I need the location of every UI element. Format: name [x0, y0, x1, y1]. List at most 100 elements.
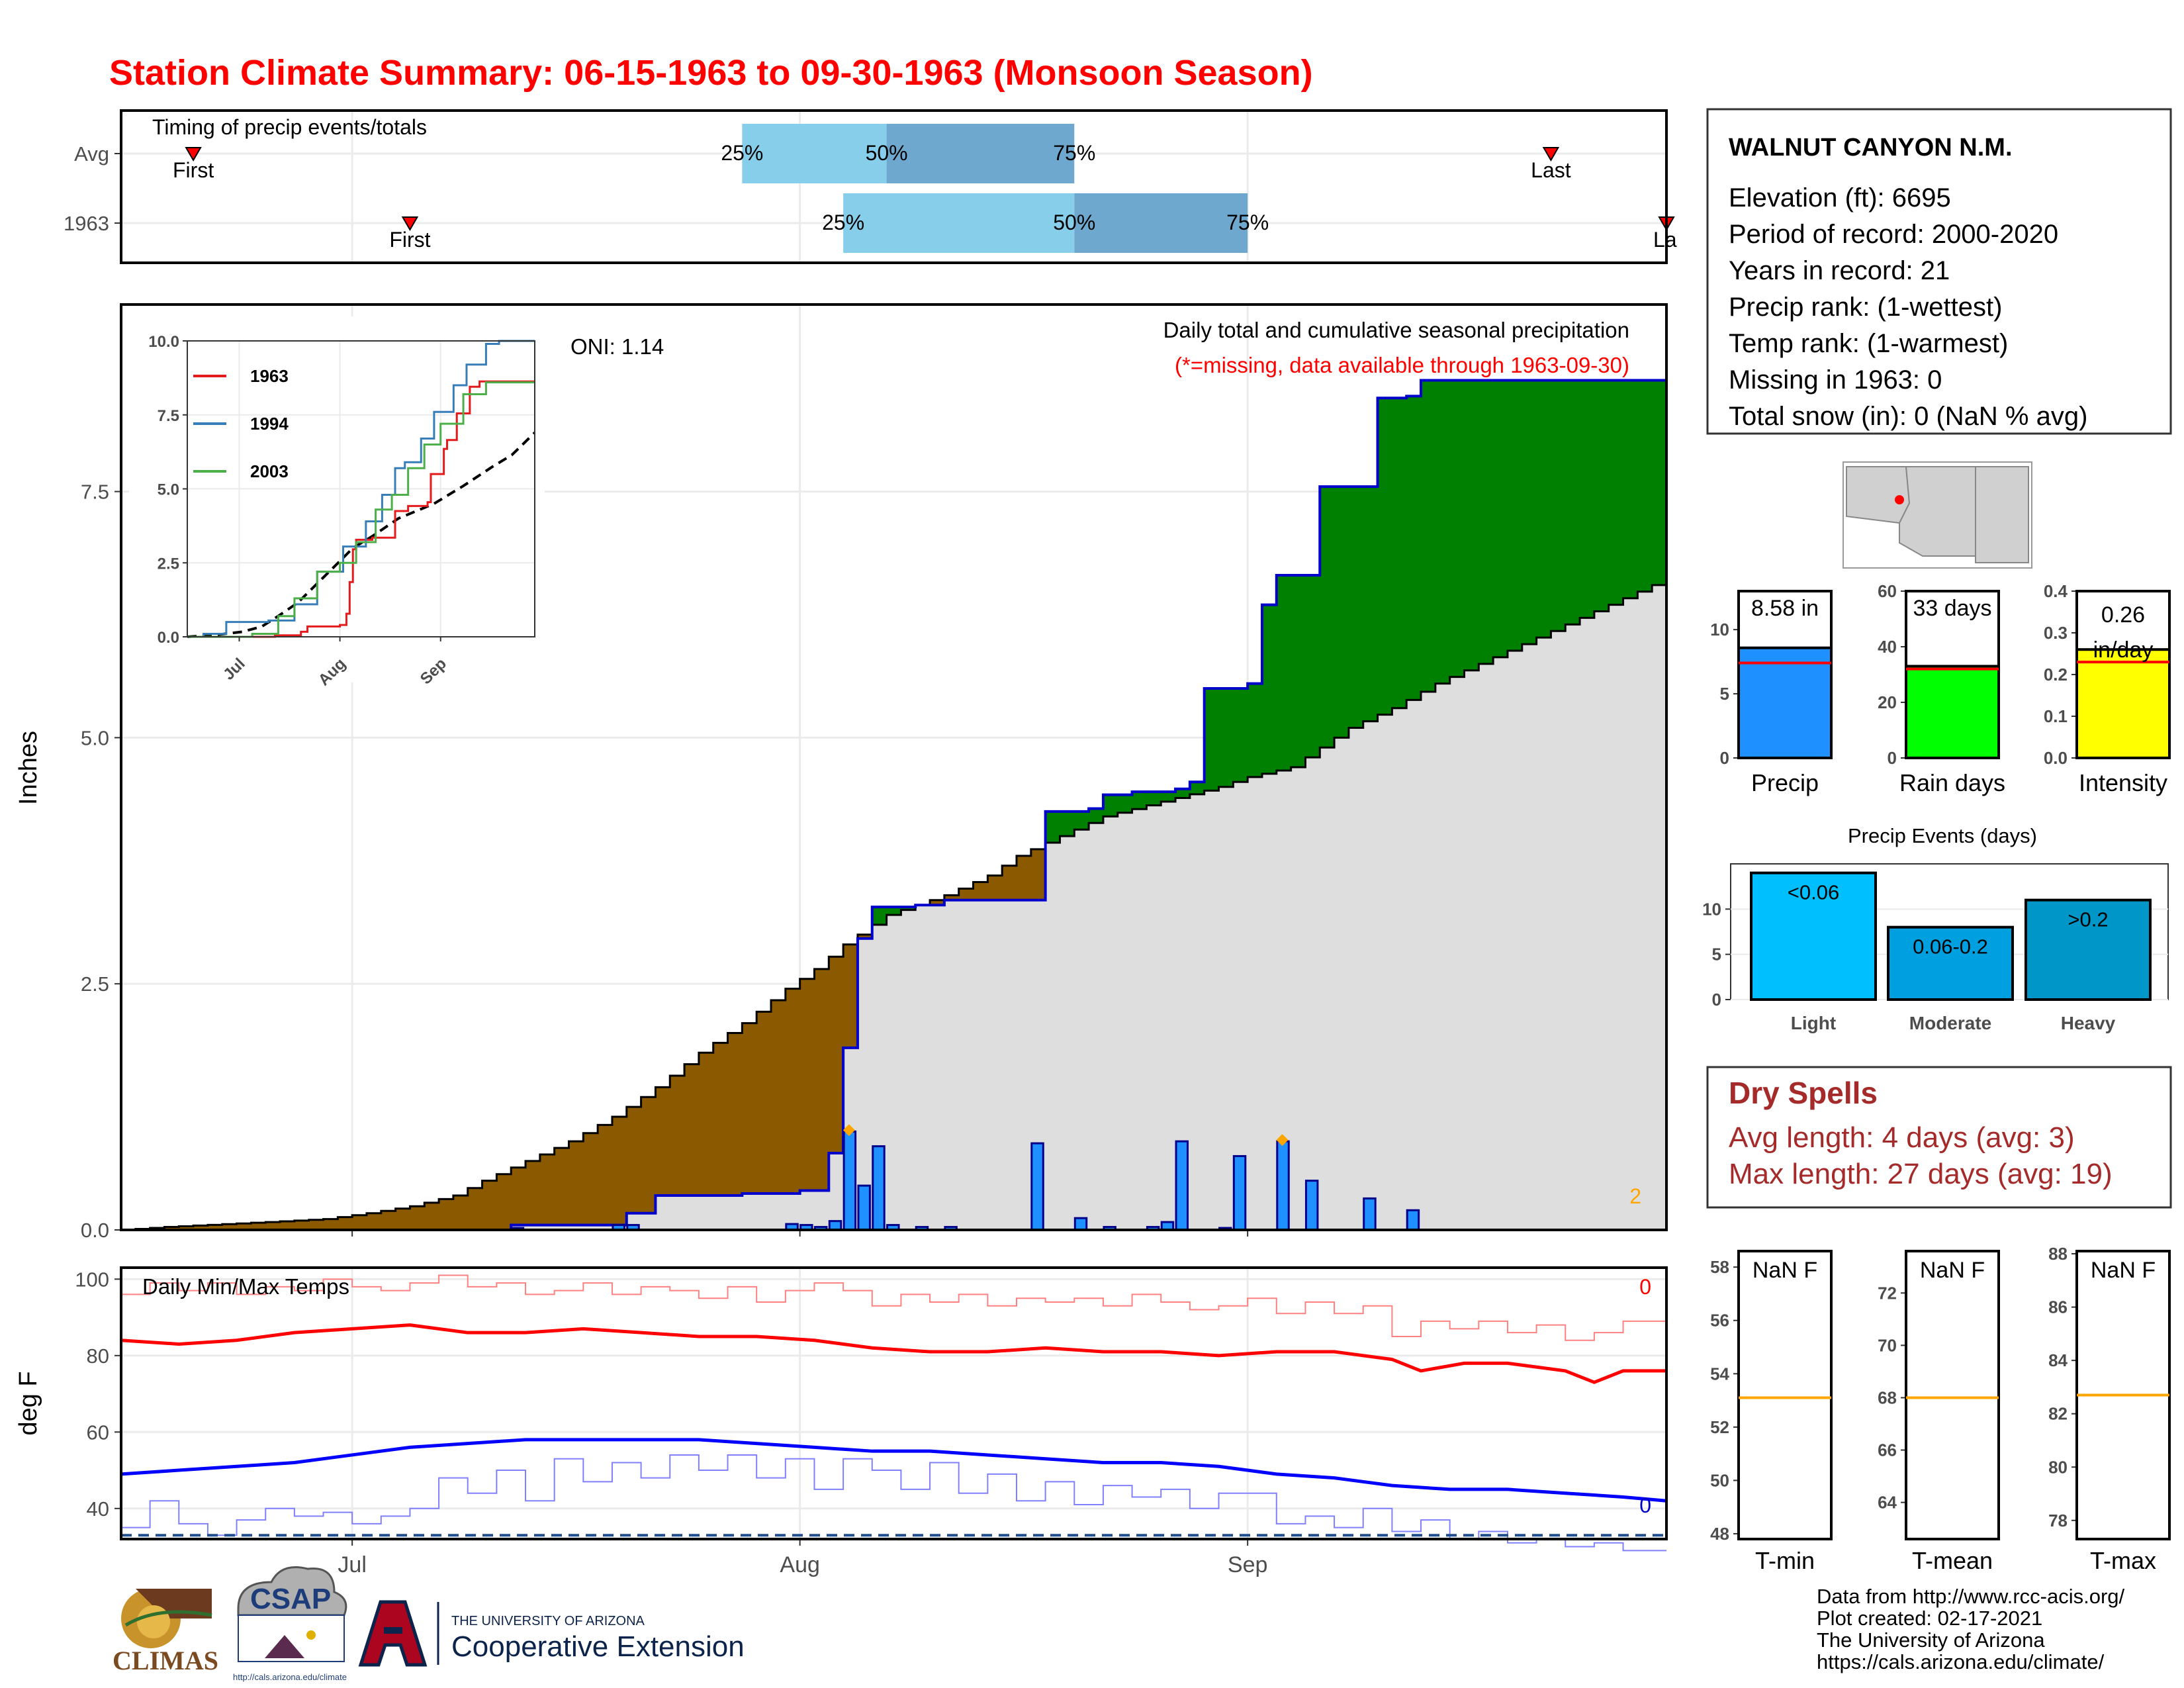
- surplus-fill: [1161, 792, 1176, 802]
- timing-frame: [120, 109, 1668, 264]
- daily-precip-bar: [1030, 1142, 1044, 1231]
- y-tick-label: 5: [1720, 684, 1729, 704]
- station-marker: [1895, 495, 1904, 504]
- y-tick-label: 2.5: [81, 972, 109, 996]
- normal-cumulative-line: [121, 550, 1668, 1231]
- inset-y-tick: 2.5: [158, 555, 179, 573]
- cooperative-extension-wordmark: Cooperative Extension: [451, 1630, 745, 1663]
- marker-diamond: [842, 1124, 855, 1137]
- precip-events-chart: Precip Events (days) 0 5 10 <0.06 Light 0.06-0…: [1702, 824, 2169, 1033]
- event-bar: [1887, 925, 2014, 1001]
- deficit-fill: [583, 1133, 598, 1225]
- deficit-fill: [698, 1053, 714, 1196]
- surplus-fill: [1435, 380, 1451, 684]
- y-tick-label: 100: [75, 1268, 109, 1291]
- daily-precip-bar: [1175, 1140, 1189, 1231]
- quartile-label: 75%: [1053, 141, 1095, 165]
- inset-y-tick: 0.0: [158, 629, 179, 647]
- average-min-line: [120, 1438, 1667, 1503]
- event-bar: [1750, 871, 1877, 1001]
- quartile-box-25-50: [742, 124, 887, 183]
- station-line: Missing in 1963: 0: [1729, 365, 1942, 395]
- y-tick-label: 66: [1878, 1440, 1897, 1460]
- y-tick-label: 20: [1878, 692, 1897, 712]
- deficit-fill: [236, 1223, 251, 1230]
- oni-label: ONI: 1.14: [570, 334, 664, 359]
- deficit-fill: [742, 1023, 757, 1194]
- y-tick-label: 0.0: [2044, 748, 2068, 768]
- y-tick-label: 58: [1710, 1257, 1729, 1277]
- deficit-fill: [467, 1188, 483, 1230]
- y-tick-label: 54: [1710, 1364, 1729, 1383]
- y-axis-label: Inches: [15, 731, 42, 805]
- dry-spells-avg: Avg length: 4 days (avg: 3): [1729, 1121, 2075, 1154]
- dry-spells-title: Dry Spells: [1729, 1076, 1878, 1110]
- surplus-fill: [1089, 808, 1104, 823]
- inset-series-line: [187, 340, 535, 638]
- climas-logo: CLIMAS: [113, 1589, 218, 1675]
- deficit-fill: [308, 1219, 324, 1230]
- min-count: 0: [1639, 1493, 1651, 1517]
- quartile-box-50-75: [1074, 193, 1248, 253]
- event-category-label: Light: [1791, 1013, 1836, 1033]
- deficit-fill: [395, 1208, 410, 1230]
- surplus-fill: [1175, 788, 1191, 798]
- y-tick-label: 82: [2048, 1404, 2068, 1424]
- surplus-fill: [872, 907, 887, 925]
- deficit-fill: [179, 1226, 194, 1230]
- station-name: WALNUT CANYON N.M.: [1729, 134, 2013, 162]
- temp-panel-label: Daily Min/Max Temps: [142, 1274, 349, 1299]
- y-tick-label: 0: [1720, 748, 1729, 768]
- y-tick-label: 0: [1712, 990, 1721, 1009]
- surplus-fill: [886, 907, 901, 915]
- marker-diamond: [1276, 1134, 1289, 1147]
- first-event-label: First: [173, 158, 214, 182]
- surplus-fill: [1261, 604, 1277, 774]
- deficit-fill: [511, 1167, 526, 1225]
- daily-precip-bar: [1363, 1197, 1377, 1231]
- value-box: [2075, 590, 2171, 759]
- last-event-label: La: [1653, 228, 1677, 252]
- quartile-label: 50%: [1053, 211, 1095, 234]
- deficit-fill: [193, 1225, 208, 1230]
- y-tick-label: 0.4: [2044, 581, 2068, 601]
- surplus-fill: [1291, 575, 1306, 767]
- average-max-line: [120, 1323, 1666, 1384]
- quartile-label: 75%: [1226, 211, 1269, 234]
- surplus-fill: [1449, 380, 1465, 677]
- surplus-fill: [1233, 688, 1248, 782]
- surplus-fill: [1189, 782, 1205, 794]
- y-tick-label: 64: [1878, 1493, 1897, 1513]
- deficit-fill: [222, 1224, 238, 1230]
- deficit-fill: [829, 957, 844, 1153]
- deficit-fill: [785, 988, 801, 1194]
- deficit-fill: [1030, 849, 1046, 900]
- timing-row-label: 1963: [64, 212, 109, 235]
- inset-y-tick: 10.0: [148, 333, 179, 351]
- university-of-arizona-logo: THE UNIVERSITY OF ARIZONA Cooperative Ex…: [358, 1600, 745, 1667]
- surplus-fill: [1132, 792, 1147, 810]
- quartile-label: 50%: [866, 141, 908, 165]
- last-event-marker: [1542, 147, 1560, 162]
- deficit-fill: [352, 1215, 367, 1230]
- deficit-fill: [539, 1154, 555, 1225]
- deficit-fill: [482, 1180, 497, 1230]
- station-info-box: WALNUT CANYON N.M. Elevation (ft): 6695 …: [1706, 108, 2172, 435]
- deficit-fill: [265, 1222, 281, 1230]
- precip-panel-title: Daily total and cumulative seasonal prec…: [1163, 318, 1629, 342]
- max-count: 0: [1639, 1275, 1651, 1299]
- station-line: Total snow (in): 0 (NaN % avg): [1729, 402, 2087, 431]
- inset-y-tick: 5.0: [158, 481, 179, 499]
- value-box: [1737, 590, 1833, 759]
- temp-box-value: NaN F: [1920, 1258, 1985, 1283]
- deficit-fill: [280, 1221, 295, 1230]
- surplus-fill: [1580, 380, 1595, 618]
- deficit-fill: [771, 1000, 786, 1194]
- precip-value-label: 8.58 in: [1751, 596, 1819, 621]
- event-bar-label: >0.2: [2068, 908, 2108, 931]
- daily-precip-bar: [872, 1145, 886, 1231]
- climas-wordmark: CLIMAS: [113, 1646, 218, 1675]
- y-tick-label: 40: [1878, 637, 1897, 657]
- deficit-fill: [424, 1202, 439, 1230]
